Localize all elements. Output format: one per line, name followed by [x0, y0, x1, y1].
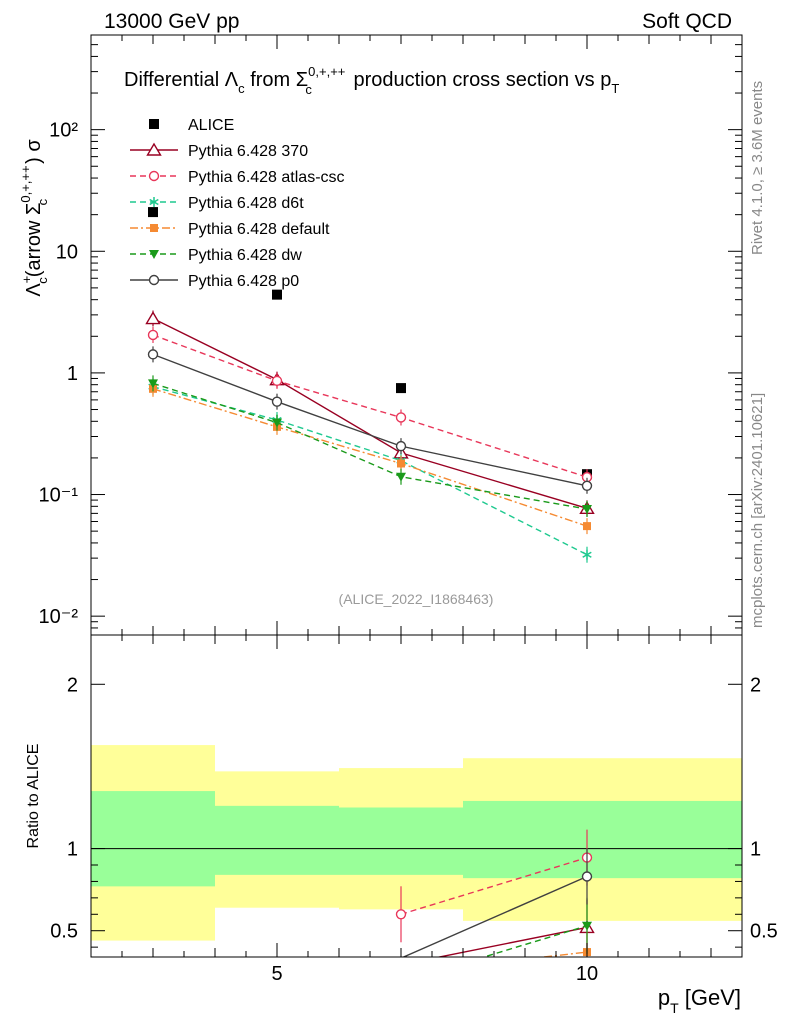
- ratio-ticks: 0.5 0.5 1 1 2 2 5 10: [50, 635, 778, 985]
- legend-entry: Pythia 6.428 atlas-csc: [130, 169, 345, 186]
- y-tick-label: 1: [67, 363, 78, 385]
- y-tick-label: 10: [56, 241, 78, 263]
- data-point: [581, 480, 593, 491]
- uncertainty-band-green: [339, 807, 463, 875]
- ratio-series-pythia-6-428-d6t: [401, 972, 587, 977]
- y-tick-label: 10²: [49, 120, 78, 142]
- data-point: [397, 459, 405, 468]
- ratio-y-tick-label: 0.5: [50, 921, 78, 943]
- legend-entry: Pythia 6.428 p0: [130, 273, 299, 290]
- header-left: 13000 GeV pp: [104, 10, 239, 33]
- series-line: [152, 317, 588, 510]
- header-right: Soft QCD: [642, 10, 732, 33]
- legend-marker: [148, 274, 160, 286]
- y-tick-label: 10⁻²: [39, 606, 79, 628]
- ratio-y-tick-label: 1: [67, 839, 78, 861]
- data-point: [395, 412, 407, 423]
- ratio-data-layer: [91, 745, 742, 977]
- legend-label: Pythia 6.428 d6t: [188, 195, 304, 212]
- legend-marker: [148, 170, 160, 182]
- legend-marker: [149, 250, 159, 259]
- ratio-y-tick-label-right: 2: [750, 674, 761, 696]
- main-panel: 10⁻² 10⁻¹ 1 10 10² Differential Λc from Σ0,+…: [18, 34, 743, 636]
- rivet-label: Rivet 4.1.0, ≥ 3.6M events: [749, 81, 766, 255]
- series-line: [152, 334, 588, 478]
- legend-label: Pythia 6.428 p0: [188, 273, 299, 290]
- legend-marker: [146, 142, 162, 156]
- data-point: [396, 383, 406, 394]
- ratio-line: [401, 875, 588, 957]
- series-pythia-6-428-370: [145, 310, 595, 517]
- uncertainty-band-green: [463, 800, 742, 879]
- ratio-panel: 0.5 0.5 1 1 2 2 5 10 Ratio to ALICE pT [GeV]: [25, 634, 778, 1016]
- data-point: [145, 311, 161, 325]
- legend: ALICE Pythia 6.428 370 Pythia 6.428 atlas-…: [130, 117, 345, 290]
- data-point: [582, 505, 592, 515]
- legend-marker: [149, 197, 159, 207]
- ratio-y-tick-label: 2: [67, 674, 78, 696]
- x-tick-label: 10: [576, 963, 598, 985]
- ratio-point: [395, 909, 407, 920]
- series-pythia-6-428-p0: [147, 346, 593, 494]
- ratio-point: [582, 921, 592, 931]
- legend-label: Pythia 6.428 370: [188, 143, 308, 160]
- uncertainty-band-green: [215, 805, 339, 875]
- uncertainty-band-green: [91, 791, 215, 887]
- ratio-point: [581, 871, 593, 882]
- data-point: [271, 396, 283, 407]
- ratio-line: [401, 972, 587, 977]
- legend-label: Pythia 6.428 default: [188, 221, 330, 238]
- series-line: [152, 353, 588, 487]
- svg-text:Λ+c(arrow Σ0,+,++c) σ: Λ+c(arrow Σ0,+,++ c) σ: [18, 139, 50, 297]
- data-point: [272, 289, 282, 300]
- ratio-line: [400, 856, 588, 915]
- series-line: [152, 388, 588, 527]
- data-point: [148, 207, 158, 218]
- data-point: [147, 329, 159, 341]
- ratio-y-tick-label-right: 0.5: [750, 921, 778, 943]
- legend-entry: Pythia 6.428 370: [130, 142, 308, 160]
- x-axis-label: pT [GeV]: [658, 985, 741, 1016]
- ratio-line: [435, 926, 588, 957]
- data-point: [582, 549, 592, 560]
- legend-marker: [149, 119, 159, 129]
- data-point: [396, 472, 406, 482]
- data-point: [148, 379, 158, 389]
- ratio-y-tick-label-right: 1: [750, 839, 761, 861]
- legend-entry: Pythia 6.428 dw: [130, 247, 302, 264]
- main-title: Differential Λc from Σ0,+,++ c production…: [124, 64, 619, 97]
- legend-entry: Pythia 6.428 default: [130, 221, 330, 238]
- main-ticks: 10⁻² 10⁻¹ 1 10 10²: [39, 34, 743, 636]
- series-pythia-6-428-d6t: [148, 378, 592, 563]
- x-tick-label: 5: [271, 963, 282, 985]
- data-point: [147, 349, 159, 360]
- legend-label: Pythia 6.428 atlas-csc: [188, 169, 345, 186]
- data-point: [271, 375, 283, 387]
- data-point: [395, 440, 407, 452]
- data-point: [583, 522, 591, 531]
- ratio-series-pythia-6-428-atlas-csc: [395, 829, 593, 943]
- analysis-id: (ALICE_2022_I1868463): [339, 591, 494, 607]
- y-tick-label: 10⁻¹: [39, 485, 79, 507]
- ratio-series-pythia-6-428-p0: [401, 848, 593, 957]
- legend-marker: [150, 224, 158, 232]
- ratio-line: [481, 925, 588, 957]
- series-pythia-6-428-atlas-csc: [147, 326, 593, 486]
- series-pythia-6-428-dw: [148, 375, 592, 518]
- main-data-layer: [145, 207, 595, 563]
- legend-label: ALICE: [188, 117, 234, 134]
- mcplots-label: mcplots.cern.ch [arXiv:2401.10621]: [749, 393, 766, 628]
- data-point: [272, 418, 282, 428]
- main-ylabel: Λ+c(arrow Σ0,+,++ c) σ: [18, 139, 50, 297]
- series-line: [152, 386, 588, 556]
- legend-label: Pythia 6.428 dw: [188, 247, 302, 264]
- ratio-ylabel: Ratio to ALICE: [25, 744, 42, 849]
- legend-entry: Pythia 6.428 d6t: [130, 195, 304, 212]
- legend-entry: ALICE: [149, 117, 234, 134]
- ratio-frame: [90, 634, 743, 958]
- series-line: [152, 382, 588, 510]
